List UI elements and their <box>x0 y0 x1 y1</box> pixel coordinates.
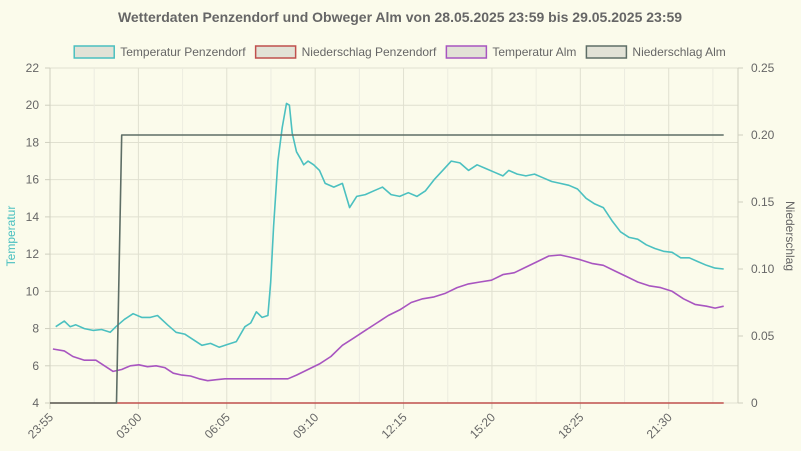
y-left-tick-label: 22 <box>26 61 40 75</box>
x-tick-label: 09:10 <box>290 410 321 441</box>
legend-item[interactable]: Niederschlag Penzendorf <box>254 45 437 59</box>
x-axis: 23:55 03:00 06:05 09:10 12:15 15:20 18:25 21:30 <box>25 410 675 441</box>
y-left-tick-label: 4 <box>32 396 39 410</box>
y-left-tick-label: 20 <box>26 98 40 112</box>
legend-label: Temperatur Penzendorf <box>120 45 246 59</box>
y-left-axis-title: Temperatur <box>4 206 18 267</box>
y-right-tick-label: 0.05 <box>751 329 775 343</box>
legend-item[interactable]: Temperatur Alm <box>445 45 576 59</box>
x-tick-label: 21:30 <box>644 410 675 441</box>
x-tick-label: 23:55 <box>25 410 56 441</box>
legend-swatch <box>445 45 488 59</box>
y-right-axis: 0 0.05 0.10 0.15 0.20 0.25 <box>751 61 775 410</box>
y-left-tick-label: 14 <box>26 210 40 224</box>
x-tick-label: 03:00 <box>113 410 144 441</box>
legend-item[interactable]: Temperatur Penzendorf <box>73 45 246 59</box>
y-left-tick-label: 12 <box>26 247 40 261</box>
series-line-2 <box>52 254 724 382</box>
legend-swatch <box>73 45 115 59</box>
y-left-axis: 4 6 8 10 12 14 16 18 20 22 <box>26 61 40 410</box>
legend[interactable]: Temperatur Penzendorf Niederschlag Penzen… <box>73 45 726 59</box>
y-left-tick-label: 18 <box>26 135 40 149</box>
series-line-3 <box>50 134 724 404</box>
legend-label: Niederschlag Penzendorf <box>302 45 437 59</box>
y-right-tick-label: 0.20 <box>751 128 775 142</box>
y-right-axis-title: Niederschlag <box>783 201 797 271</box>
y-left-tick-label: 10 <box>26 284 40 298</box>
series-line-0 <box>55 102 724 348</box>
grid <box>45 67 743 409</box>
legend-label: Niederschlag Alm <box>632 45 725 59</box>
legend-swatch <box>585 45 628 59</box>
y-right-tick-label: 0.15 <box>751 195 775 209</box>
y-left-tick-label: 6 <box>32 359 39 373</box>
x-tick-label: 15:20 <box>467 410 498 441</box>
legend-label: Temperatur Alm <box>492 45 576 59</box>
legend-item[interactable]: Niederschlag Alm <box>585 45 726 59</box>
x-tick-label: 18:25 <box>555 410 586 441</box>
y-right-tick-label: 0 <box>751 396 758 410</box>
y-right-tick-label: 0.10 <box>751 262 775 276</box>
y-left-tick-label: 16 <box>26 173 40 187</box>
chart-title: Wetterdaten Penzendorf und Obweger Alm v… <box>118 9 682 25</box>
y-right-tick-label: 0.25 <box>751 61 775 75</box>
x-tick-label: 12:15 <box>379 410 410 441</box>
legend-swatch <box>254 45 297 59</box>
x-tick-label: 06:05 <box>202 410 233 441</box>
series-lines <box>50 102 724 404</box>
y-left-tick-label: 8 <box>32 322 39 336</box>
